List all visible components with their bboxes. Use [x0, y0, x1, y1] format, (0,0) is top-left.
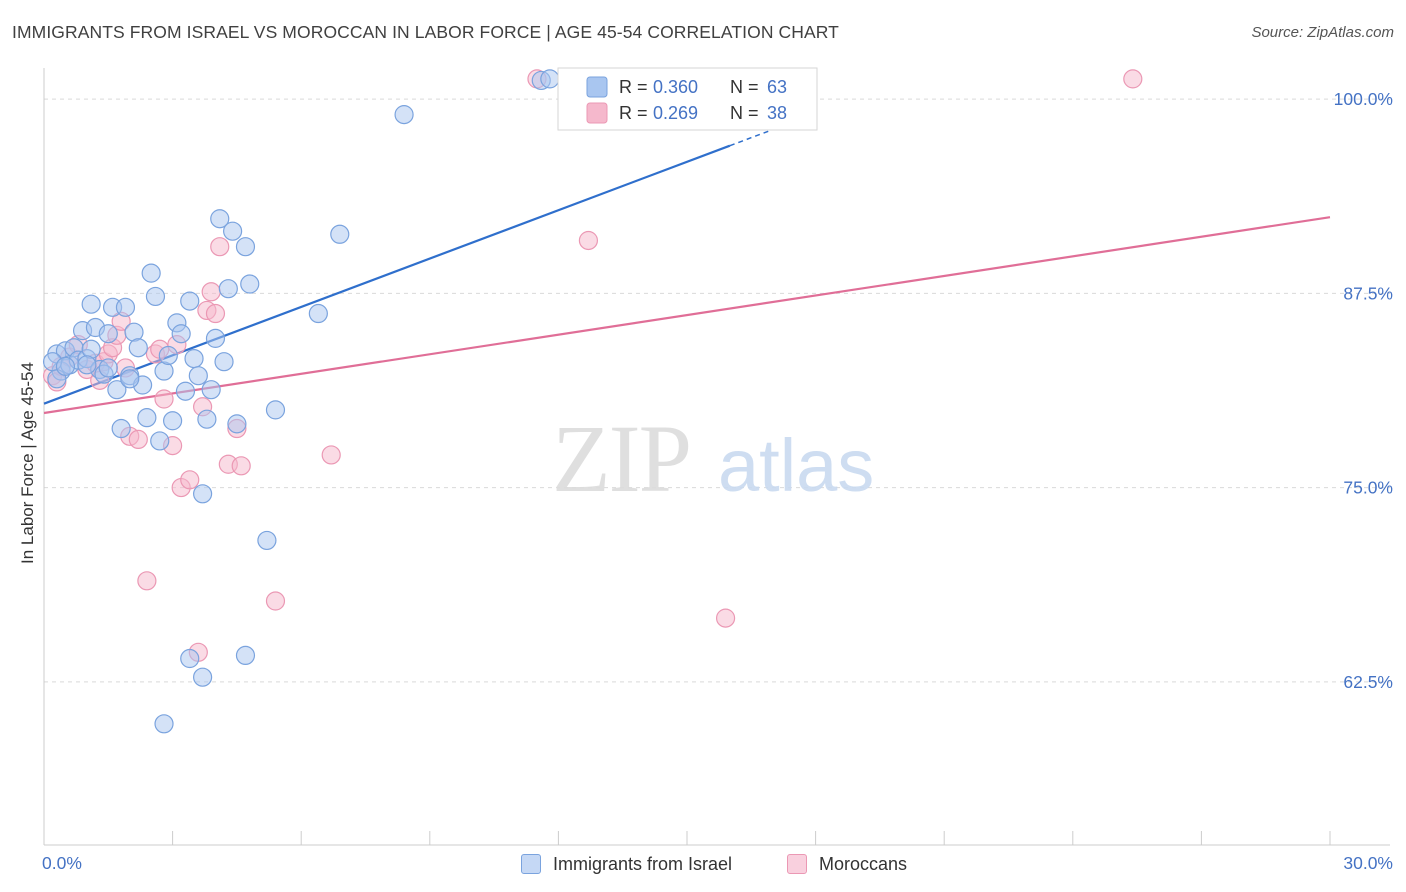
israel-point-21	[137, 408, 157, 428]
israel-point-15	[111, 418, 131, 439]
stats-n-value-moroccan: 38	[767, 103, 787, 123]
israel-point-23	[145, 286, 166, 307]
legend-label-moroccan: Moroccans	[819, 853, 908, 874]
israel-point-44	[240, 274, 260, 294]
israel-point-24	[150, 431, 170, 451]
israel-point-53	[235, 645, 256, 666]
stats-r-label-moroccan: R =	[619, 103, 653, 123]
israel-point-62	[81, 294, 101, 314]
israel-point-12	[98, 324, 118, 344]
tick-label-layer: 62.5% 75.0% 87.5% 100.0% 0.0% 30.0%	[42, 89, 1393, 873]
moroccan-points	[42, 69, 1143, 662]
israel-point-33	[188, 366, 208, 386]
stats-legend: R = 0.360 N = 63 R = 0.269 N = 38	[557, 67, 818, 131]
israel-point-35	[197, 409, 217, 429]
legend-label-israel: Immigrants from Israel	[553, 853, 733, 874]
israel-point-61	[120, 369, 140, 389]
israel-point-60	[98, 358, 118, 378]
israel-point-37	[205, 328, 226, 348]
israel-point-22	[141, 263, 161, 283]
israel-point-39	[214, 352, 234, 372]
israel-point-52	[180, 648, 200, 669]
moroccan-point-34	[321, 445, 341, 465]
israel-point-49	[394, 105, 414, 125]
israel-point-26	[158, 345, 178, 366]
israel-point-46	[265, 400, 286, 420]
stats-n-value-israel: 63	[767, 77, 787, 97]
israel-point-59	[77, 355, 97, 375]
moroccan-point-27	[201, 282, 221, 302]
moroccan-point-37	[715, 608, 736, 628]
moroccan-trend-line	[43, 216, 1331, 415]
israel-point-14	[107, 380, 127, 400]
y-tick-label-3: 100.0%	[1334, 89, 1393, 109]
israel-points	[42, 69, 560, 734]
stats-r-value-israel: 0.360	[653, 77, 698, 97]
israel-point-34	[193, 484, 213, 504]
x-tick-label-0: 0.0%	[42, 853, 82, 873]
legend-swatch-moroccan	[787, 854, 807, 874]
y-tick-label-1: 75.0%	[1343, 478, 1393, 498]
israel-point-45	[257, 530, 277, 551]
moroccan-point-23	[180, 470, 200, 490]
israel-point-29	[171, 324, 191, 344]
moroccan-point-28	[205, 303, 226, 324]
watermark-atlas: atlas	[718, 424, 874, 507]
moroccan-point-29	[210, 237, 230, 257]
israel-point-30	[175, 381, 196, 401]
israel-point-51	[193, 667, 213, 687]
moroccan-point-19	[154, 389, 174, 409]
moroccan-point-15	[128, 429, 148, 450]
stats-legend-swatch-israel	[586, 76, 608, 98]
israel-point-40	[218, 279, 238, 299]
moroccan-point-32	[231, 456, 251, 476]
stats-legend-swatch-moroccan	[586, 102, 608, 124]
legend-item-israel[interactable]: Immigrants from Israel	[521, 852, 732, 876]
grid-layer	[44, 98, 1390, 683]
israel-point-55	[540, 69, 560, 89]
israel-point-32	[184, 348, 204, 369]
moroccan-point-36	[578, 230, 599, 251]
stats-r-label-israel: R =	[619, 77, 653, 97]
moroccan-point-16	[137, 571, 157, 591]
legend-item-moroccan[interactable]: Moroccans	[787, 852, 907, 876]
y-tick-label-2: 87.5%	[1343, 283, 1393, 303]
israel-point-47	[308, 303, 328, 324]
israel-point-50	[154, 714, 174, 734]
moroccan-point-33	[265, 591, 286, 611]
chart-title: IMMIGRANTS FROM ISRAEL VS MOROCCAN IN LA…	[12, 22, 839, 42]
axis-layer	[43, 68, 1390, 846]
y-tick-label-0: 62.5%	[1343, 672, 1393, 692]
israel-point-58	[55, 356, 76, 376]
stats-r-value-moroccan: 0.269	[653, 103, 698, 123]
watermark-zip: ZIP	[552, 405, 690, 512]
israel-point-41	[223, 221, 243, 241]
moroccan-point-38	[1123, 69, 1143, 89]
israel-point-43	[235, 237, 256, 257]
israel-point-48	[330, 224, 350, 244]
israel-point-38	[210, 209, 230, 229]
israel-point-16	[115, 297, 136, 317]
chart-source: Source: ZipAtlas.com	[1251, 24, 1394, 41]
israel-point-42	[227, 414, 247, 434]
trend-layer	[43, 112, 1331, 415]
israel-point-36	[201, 380, 221, 400]
watermark: ZIP atlas	[552, 405, 874, 512]
israel-point-31	[180, 291, 200, 311]
stats-n-label-israel: N =	[730, 77, 764, 97]
legend-swatch-israel	[521, 854, 541, 874]
israel-point-27	[163, 411, 183, 431]
israel-point-19	[128, 338, 148, 358]
y-axis-title: In Labor Force | Age 45-54	[18, 362, 37, 564]
x-tick-label-1: 30.0%	[1343, 853, 1393, 873]
stats-n-label-moroccan: N =	[730, 103, 764, 123]
